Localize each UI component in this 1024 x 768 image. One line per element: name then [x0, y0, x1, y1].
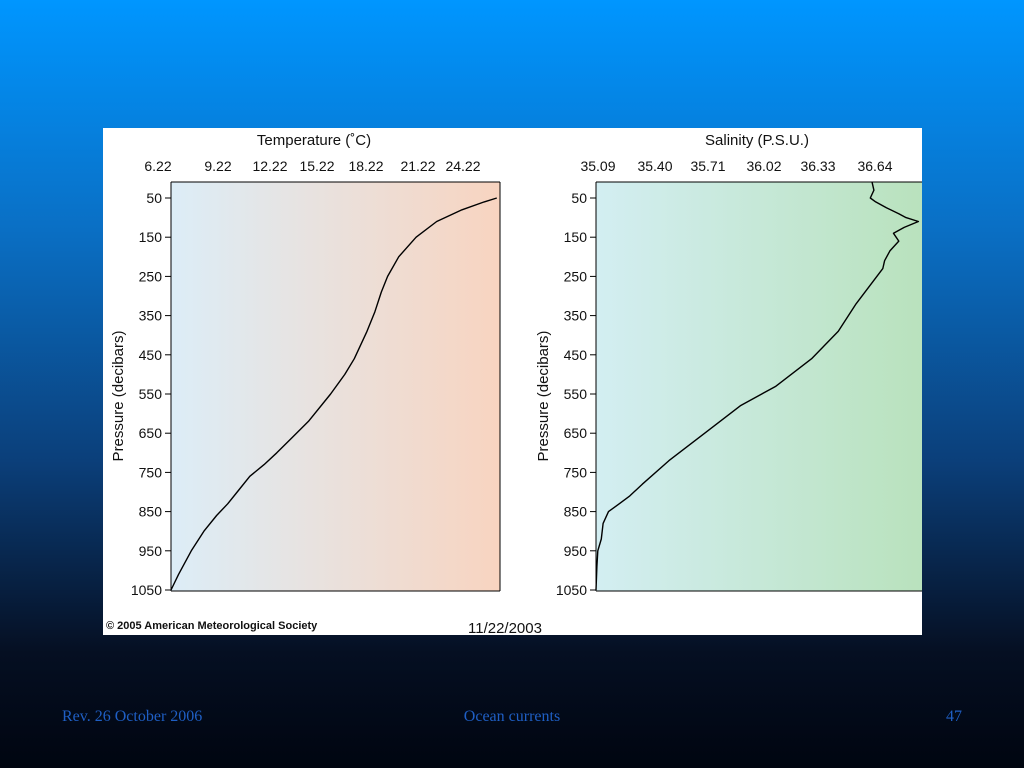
footer-title: Ocean currents	[463, 708, 561, 725]
t-x-tick-label: 15.22	[299, 158, 334, 174]
s-x-tick-label: 36.33	[800, 158, 835, 174]
s-y-axis-label: Pressure (decibars)	[535, 331, 552, 462]
t-y-tick-label: 450	[139, 347, 163, 363]
s-x-tick-label: 35.71	[690, 158, 725, 174]
t-y-tick-label: 750	[139, 464, 163, 480]
t-profile-line	[170, 197, 498, 591]
t-y-axis-label: Pressure (decibars)	[110, 331, 127, 462]
s-y-tick-label: 150	[564, 229, 588, 245]
t-x-tick-label: 6.22	[144, 158, 171, 174]
s-plot-area	[596, 182, 922, 591]
s-y-tick-label: 850	[564, 504, 588, 520]
s-y-tick-label: 550	[564, 386, 588, 402]
s-x-tick-label: 36.02	[746, 158, 781, 174]
t-y-tick-label: 650	[139, 425, 163, 441]
t-y-tick-label: 850	[139, 504, 163, 520]
s-x-tick-label: 35.40	[637, 158, 672, 174]
s-y-tick-label: 950	[564, 543, 588, 559]
t-x-tick-label: 12.22	[252, 158, 287, 174]
t-x-tick-label: 18.22	[348, 158, 383, 174]
figure-date: 11/22/2003	[468, 620, 542, 635]
s-y-tick-label: 50	[571, 190, 587, 206]
t-y-tick-label: 250	[139, 268, 163, 284]
footer-date: Rev. 26 October 2006	[62, 708, 203, 725]
charts-svg: Temperature (˚C) 6.22 9.22 12.22 15.22 18.22 2…	[106, 132, 922, 635]
figure-panel: Temperature (˚C) 6.22 9.22 12.22 15.22 18.22 2…	[103, 128, 922, 635]
t-y-tick-label: 950	[139, 543, 163, 559]
t-y-tick-label: 350	[139, 308, 163, 324]
s-profile-line	[595, 182, 920, 591]
t-x-tick-label: 24.22	[445, 158, 480, 174]
copyright-text: © 2005 American Meteorological Society	[106, 620, 318, 632]
t-y-tick-label: 550	[139, 386, 163, 402]
t-y-tick-label: 50	[146, 190, 162, 206]
s-chart-title: Salinity (P.S.U.)	[705, 132, 809, 149]
s-y-tick-label: 350	[564, 308, 588, 324]
t-x-tick-label: 9.22	[204, 158, 231, 174]
t-y-tick-label: 150	[139, 229, 163, 245]
t-y-tick-label: 1050	[131, 582, 162, 598]
s-x-tick-label: 35.09	[580, 158, 615, 174]
s-y-tick-label: 250	[564, 268, 588, 284]
t-chart-title: Temperature (˚C)	[257, 132, 371, 149]
s-y-tick-label: 650	[564, 425, 588, 441]
slide-number: 47	[946, 708, 962, 725]
s-y-tick-label: 450	[564, 347, 588, 363]
s-x-tick-label: 36.64	[857, 158, 892, 174]
s-y-tick-label: 1050	[556, 582, 587, 598]
s-y-tick-label: 750	[564, 464, 588, 480]
t-x-tick-label: 21.22	[400, 158, 435, 174]
